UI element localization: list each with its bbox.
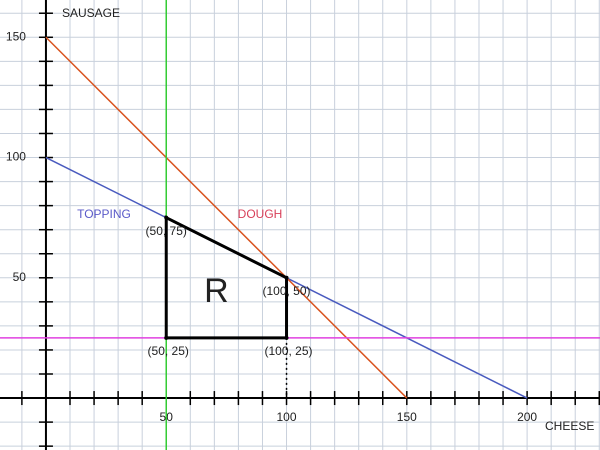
series-label: TOPPING xyxy=(77,207,131,221)
vertex-point xyxy=(284,335,289,340)
vertex-label: (100, 25) xyxy=(265,344,313,358)
vertex-point xyxy=(284,275,289,280)
vertex-point xyxy=(164,215,169,220)
vertex-label: (50, 75) xyxy=(146,224,187,238)
vertex-point xyxy=(164,335,169,340)
y-tick-label: 150 xyxy=(6,29,26,43)
x-tick-label: 100 xyxy=(277,410,297,424)
region-label: R xyxy=(204,272,229,310)
vertex-label: (100, 50) xyxy=(263,284,311,298)
y-tick-label: 100 xyxy=(6,150,26,164)
vertex-label: (50, 25) xyxy=(148,344,189,358)
x-tick-label: 200 xyxy=(517,410,537,424)
y-tick-label: 50 xyxy=(13,270,27,284)
y-axis-label: SAUSAGE xyxy=(62,6,120,20)
series-label: DOUGH xyxy=(238,207,283,221)
x-tick-label: 150 xyxy=(397,410,417,424)
x-axis-label: CHEESE xyxy=(545,419,594,433)
